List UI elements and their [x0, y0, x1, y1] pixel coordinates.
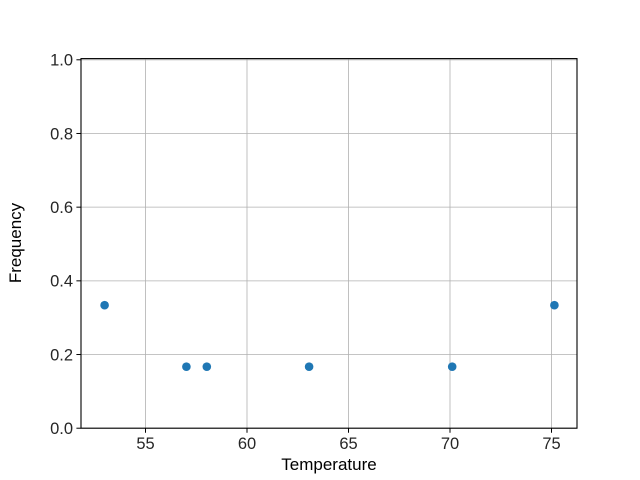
svg-text:75: 75: [542, 435, 560, 453]
svg-text:Temperature: Temperature: [281, 455, 376, 474]
svg-text:0.6: 0.6: [50, 199, 73, 217]
svg-text:0.0: 0.0: [50, 420, 73, 438]
svg-text:Frequency: Frequency: [6, 202, 25, 283]
svg-text:65: 65: [339, 435, 357, 453]
svg-text:0.2: 0.2: [50, 346, 73, 364]
svg-text:0.4: 0.4: [50, 273, 73, 291]
svg-text:70: 70: [441, 435, 459, 453]
svg-text:1.0: 1.0: [50, 52, 73, 70]
svg-text:0.8: 0.8: [50, 125, 73, 143]
svg-text:60: 60: [238, 435, 256, 453]
svg-text:55: 55: [136, 435, 154, 453]
